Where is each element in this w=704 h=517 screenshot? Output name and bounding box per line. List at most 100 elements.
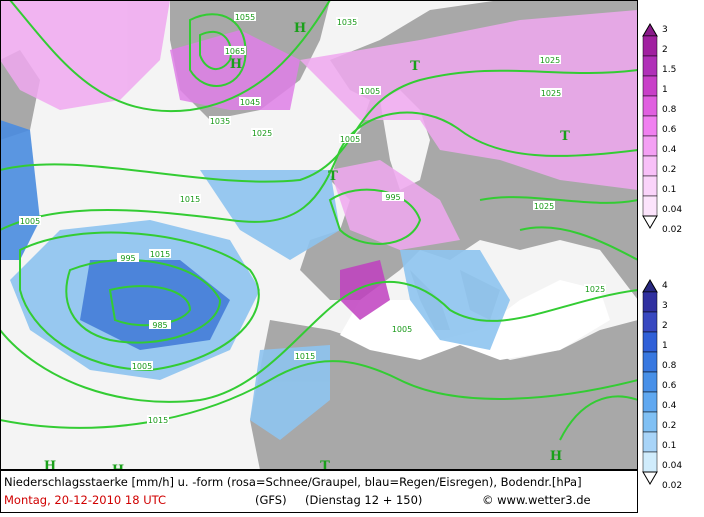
isobar-label: 1065 [225, 47, 245, 56]
pressure-center: H [294, 21, 306, 36]
pressure-center: T [410, 59, 420, 74]
legend-arrow-bottom [642, 215, 658, 229]
pressure-center: H [550, 449, 562, 464]
pressure-center: H [230, 57, 242, 72]
legend-label: 0.1 [662, 441, 676, 451]
caption-model: (GFS) [255, 493, 287, 507]
isobar-label: 1035 [210, 117, 230, 126]
isobar-label: 1005 [132, 362, 152, 371]
legend-label: 3 [662, 25, 668, 35]
legend-label: 1 [662, 85, 668, 95]
isobar-label: 1015 [150, 250, 170, 259]
isobar-label-bg [391, 324, 413, 333]
legend-swatch [642, 135, 658, 157]
map-frame [0, 0, 638, 470]
mediterranean [340, 280, 610, 360]
legend-label: 1 [662, 341, 668, 351]
pressure-center: T [328, 169, 338, 184]
isobar-label-bg [117, 253, 139, 262]
legend-label: 2 [662, 45, 668, 55]
isobar-label-bg [147, 415, 169, 424]
isobar-label-bg [209, 116, 231, 125]
isobar-label-bg [234, 12, 256, 21]
legend-swatch [642, 451, 658, 473]
legend-label: 2 [662, 321, 668, 331]
legend-swatch [642, 391, 658, 413]
isobar-label: 1015 [295, 352, 315, 361]
legend-swatch [642, 35, 658, 57]
legend-label: 0.6 [662, 381, 677, 391]
isobar-label-bg [339, 134, 361, 143]
legend-label: 0.8 [662, 361, 677, 371]
isobar-label-bg [294, 351, 316, 360]
isobar-label: 1015 [148, 416, 168, 425]
isobar-label: 1045 [240, 98, 260, 107]
legend-label: 3 [662, 301, 668, 311]
isobar-label-bg [149, 320, 171, 329]
isobar-label: 1005 [392, 325, 412, 334]
isobar-label: 1025 [534, 202, 554, 211]
isobar-label-bg [584, 284, 606, 293]
legend-label: 0.4 [662, 145, 677, 155]
isobar-label-bg [336, 17, 358, 26]
isobar-label: 1005 [340, 135, 360, 144]
isobar-label-bg [382, 192, 404, 201]
isobar-label-bg [359, 86, 381, 95]
legend-swatch [642, 291, 658, 313]
legend-label: 0.02 [662, 225, 682, 235]
isobar-label: 1005 [360, 87, 380, 96]
isobar-label: 1025 [541, 89, 561, 98]
legend-label: 0.6 [662, 125, 677, 135]
legend-swatch [642, 115, 658, 137]
rain-area [0, 120, 510, 440]
legend-swatch [642, 331, 658, 353]
legend-swatch [642, 351, 658, 373]
legend-label: 0.8 [662, 105, 677, 115]
caption-date: Montag, 20-12-2010 18 UTC [4, 493, 166, 507]
isobar-label: 1005 [20, 217, 40, 226]
caption-line1: Niederschlagsstaerke [mm/h] u. -form (ro… [4, 475, 582, 489]
isobar-label-bg [131, 361, 153, 370]
legend-swatch [642, 75, 658, 97]
legend-swatch [642, 371, 658, 393]
legend-label: 0.04 [662, 205, 682, 215]
legend-swatch [642, 411, 658, 433]
legend-swatch [642, 155, 658, 177]
map-area: 1055 1065 1045 1035 1025 1015 1005 1015 1005 995 9… [0, 0, 638, 478]
legend-label: 0.2 [662, 421, 676, 431]
isobar-label: 1025 [585, 285, 605, 294]
isobar-label-bg [239, 97, 261, 106]
legend-label: 0.2 [662, 165, 676, 175]
legend-label: 0.04 [662, 461, 682, 471]
isobar-label: 1035 [337, 18, 357, 27]
legend-label: 0.02 [662, 481, 682, 491]
legend-arrow-bottom [642, 471, 658, 485]
isobar-label-bg [224, 46, 246, 55]
legend-swatch [642, 431, 658, 453]
isobar-label-bg [539, 55, 561, 64]
pressure-center: H [112, 463, 124, 478]
isobar-label: 995 [385, 193, 400, 202]
legend-label: 4 [662, 281, 668, 291]
legend-swatch [642, 175, 658, 197]
caption-forecast: (Dienstag 12 + 150) [305, 493, 422, 507]
pressure-center: H [44, 459, 56, 474]
isobar-label-bg [149, 249, 171, 258]
legend-label: 1.5 [662, 65, 676, 75]
isobar-lines [0, 0, 638, 441]
isobar-label: 1055 [235, 13, 255, 22]
caption-copyright: © www.wetter3.de [482, 493, 591, 507]
isobar-label: 1025 [540, 56, 560, 65]
legend-label: 0.4 [662, 401, 677, 411]
legend-label: 0.1 [662, 185, 676, 195]
isobar-label-bg [179, 194, 201, 203]
legend-swatch [642, 95, 658, 117]
legend-swatch [642, 55, 658, 77]
pressure-center: T [320, 459, 330, 474]
isobar-label: 1015 [180, 195, 200, 204]
isobar-label: 995 [120, 254, 135, 263]
isobar-label-bg [19, 216, 41, 225]
pressure-center: T [560, 129, 570, 144]
legend-swatch [642, 195, 658, 217]
